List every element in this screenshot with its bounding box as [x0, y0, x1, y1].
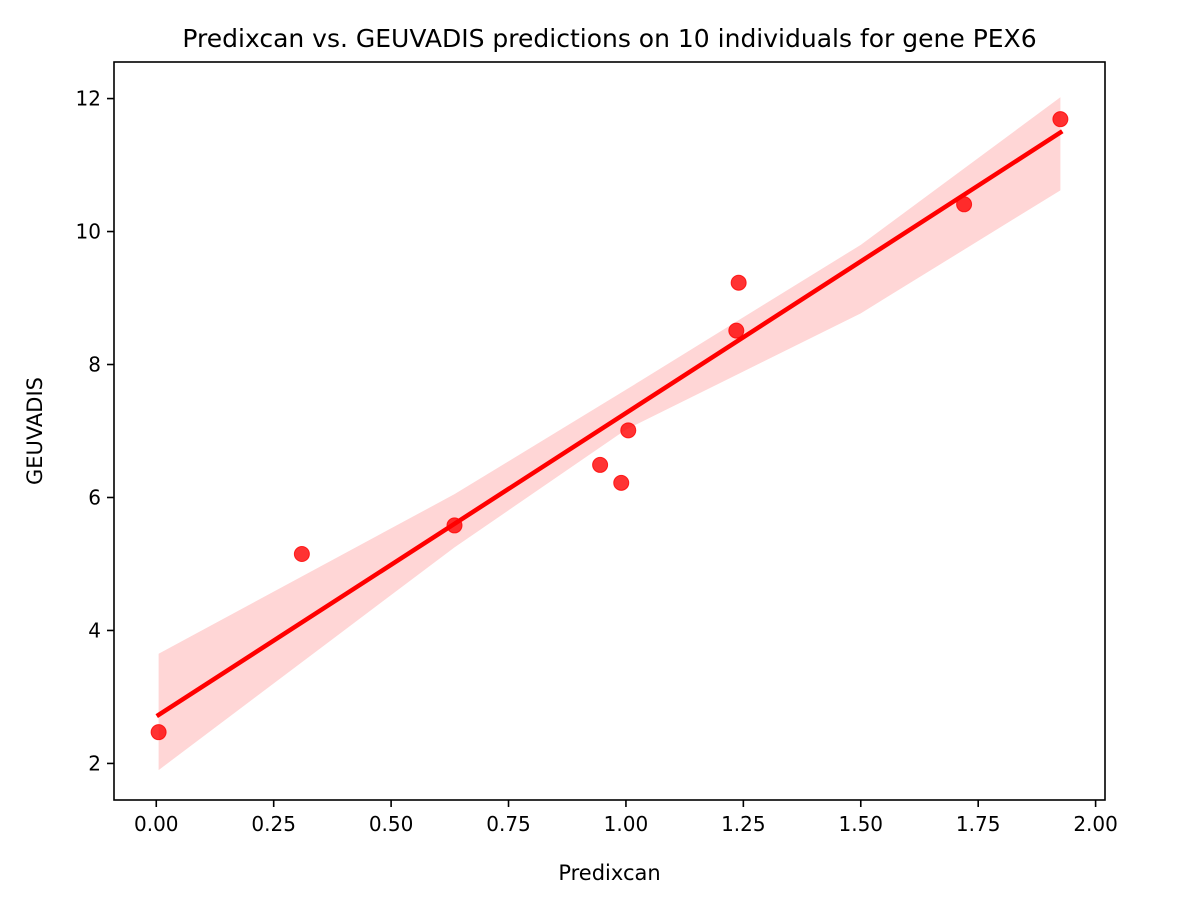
data-point-9	[956, 196, 973, 213]
x-tick-label: 0.00	[134, 812, 179, 836]
y-tick-label: 10	[76, 220, 101, 244]
x-axis-label: Predixcan	[558, 861, 660, 885]
data-point-5	[613, 474, 630, 491]
confidence-band	[158, 97, 1061, 771]
data-point-3	[446, 517, 463, 534]
y-axis-label: GEUVADIS	[23, 377, 47, 485]
data-point-4	[592, 456, 609, 473]
data-point-8	[730, 274, 747, 291]
regression-line	[155, 129, 1064, 719]
confidence-band-layer	[158, 97, 1061, 771]
chart-title: Predixcan vs. GEUVADIS predictions on 10…	[182, 24, 1036, 53]
y-tick-label: 6	[88, 485, 101, 509]
y-tick-label: 12	[76, 87, 101, 111]
data-point-10	[1052, 111, 1069, 128]
y-axis-ticks: 2 4 6 8 10 12	[76, 87, 114, 775]
x-tick-label: 1.75	[956, 812, 1001, 836]
regression-line-layer	[155, 129, 1064, 719]
data-points-layer	[150, 111, 1069, 741]
x-tick-label: 2.00	[1073, 812, 1118, 836]
data-point-2	[293, 546, 310, 562]
data-point-1	[150, 724, 167, 741]
x-tick-label: 1.50	[839, 812, 884, 836]
x-tick-label: 0.25	[251, 812, 296, 836]
y-tick-label: 8	[88, 353, 101, 377]
x-tick-label: 0.50	[369, 812, 414, 836]
data-point-6	[620, 422, 637, 439]
x-tick-label: 0.75	[486, 812, 531, 836]
y-tick-label: 4	[88, 618, 101, 642]
x-tick-label: 1.00	[604, 812, 649, 836]
plot-frame	[113, 61, 1106, 801]
x-tick-label: 1.25	[721, 812, 766, 836]
data-point-7	[728, 322, 745, 339]
y-tick-label: 2	[88, 751, 101, 775]
x-axis-ticks: 0.00 0.25 0.50 0.75 1.00 1.25 1.50 1.75 2.00	[134, 800, 1118, 836]
